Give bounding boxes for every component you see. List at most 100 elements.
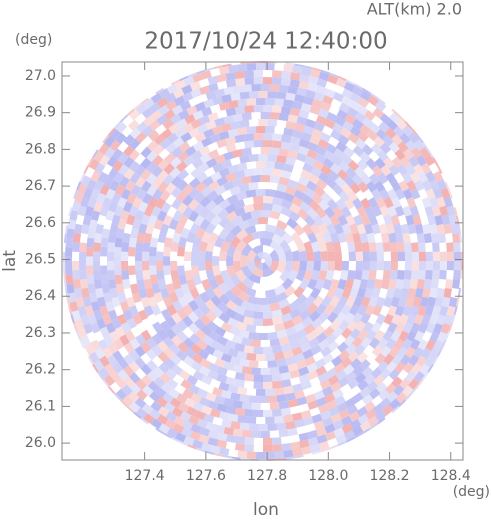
- echo-cell: [190, 118, 202, 130]
- echo-cell: [356, 287, 367, 299]
- echo-cell: [253, 133, 263, 141]
- echo-cell: [329, 295, 341, 308]
- echo-cell: [397, 141, 409, 153]
- echo-cell: [153, 133, 166, 146]
- echo-cell: [218, 411, 230, 421]
- echo-cell: [418, 251, 426, 261]
- echo-cell: [218, 447, 230, 456]
- echo-cell: [260, 83, 271, 92]
- echo-cell: [99, 205, 109, 217]
- echo-cell: [286, 217, 299, 230]
- echo-cell: [178, 402, 190, 413]
- echo-cell: [377, 172, 389, 185]
- echo-cell: [414, 223, 424, 235]
- echo-cell: [163, 246, 171, 257]
- echo-cell: [338, 190, 350, 203]
- echo-cell: [274, 351, 285, 361]
- echo-cell: [410, 188, 421, 200]
- echo-cell: [114, 237, 123, 248]
- echo-cell: [218, 216, 231, 229]
- echo-cell: [427, 296, 437, 308]
- echo-cell: [276, 91, 287, 100]
- echo-cell: [361, 269, 370, 281]
- echo-cell: [237, 450, 248, 459]
- echo-cell: [380, 345, 392, 358]
- echo-cell: [188, 127, 200, 139]
- echo-cell: [149, 246, 157, 257]
- echo-cell: [210, 295, 222, 307]
- echo-cell: [65, 256, 73, 266]
- echo-cell: [313, 261, 321, 272]
- echo-cell: [278, 298, 290, 309]
- echo-cell: [79, 269, 87, 280]
- echo-cell: [366, 329, 378, 342]
- echo-cell: [267, 331, 278, 340]
- echo-cell: [218, 130, 230, 141]
- echo-cell: [258, 395, 268, 403]
- echo-cell: [214, 274, 225, 286]
- echo-cell: [225, 107, 237, 117]
- echo-cell: [314, 358, 327, 369]
- echo-cell: [253, 374, 263, 382]
- echo-cell: [376, 261, 384, 271]
- echo-cell: [330, 163, 342, 175]
- echo-cell: [296, 359, 308, 370]
- echo-cell: [357, 181, 369, 193]
- echo-cell: [117, 219, 127, 230]
- echo-cell: [93, 309, 103, 321]
- echo-cell: [429, 223, 438, 235]
- echo-cell: [285, 420, 296, 430]
- echo-cell: [217, 302, 229, 314]
- echo-cell: [82, 296, 92, 308]
- echo-cell: [374, 157, 386, 170]
- echo-cell: [230, 420, 241, 430]
- echo-cell: [324, 88, 336, 99]
- echo-cell: [278, 365, 290, 374]
- echo-cell: [87, 313, 98, 325]
- echo-cell: [269, 84, 280, 92]
- echo-cell: [157, 340, 169, 353]
- echo-cell: [272, 316, 284, 326]
- echo-cell: [359, 90, 372, 102]
- echo-cell: [366, 278, 376, 290]
- echo-cell: [318, 240, 328, 252]
- echo-cell: [145, 172, 158, 185]
- echo-cell: [361, 393, 374, 406]
- echo-cell: [164, 358, 176, 370]
- echo-cell: [244, 373, 255, 382]
- echo-cell: [229, 274, 242, 287]
- echo-cell: [265, 451, 275, 459]
- echo-cell: [379, 188, 390, 201]
- echo-cell: [123, 353, 135, 366]
- x-tick-label: 128.0: [308, 468, 348, 484]
- echo-cell: [383, 214, 393, 226]
- echo-cell: [198, 250, 206, 261]
- y-tick-label: 26.0: [25, 435, 56, 451]
- echo-cell: [356, 206, 368, 218]
- echo-cell: [269, 175, 281, 184]
- echo-cell: [145, 337, 158, 350]
- echo-cell: [325, 333, 337, 345]
- echo-cell: [399, 377, 411, 390]
- echo-cell: [395, 232, 404, 244]
- x-tick-label: 128.2: [369, 468, 409, 484]
- echo-cell: [278, 400, 289, 410]
- echo-cell: [382, 330, 394, 342]
- echo-cell: [241, 147, 252, 156]
- echo-cell: [245, 324, 257, 333]
- echo-cell: [251, 84, 261, 92]
- echo-cell: [134, 357, 146, 369]
- echo-cell: [67, 292, 77, 303]
- echo-cell: [177, 150, 189, 163]
- echo-cell: [347, 350, 360, 363]
- echo-cell: [244, 286, 257, 298]
- echo-cell: [157, 104, 170, 116]
- echo-cell: [410, 269, 419, 280]
- echo-cell: [288, 210, 301, 222]
- echo-cell: [384, 127, 397, 140]
- echo-cell: [196, 388, 209, 399]
- echo-cell: [248, 360, 259, 368]
- echo-cell: [405, 296, 415, 308]
- echo-cell: [448, 296, 458, 308]
